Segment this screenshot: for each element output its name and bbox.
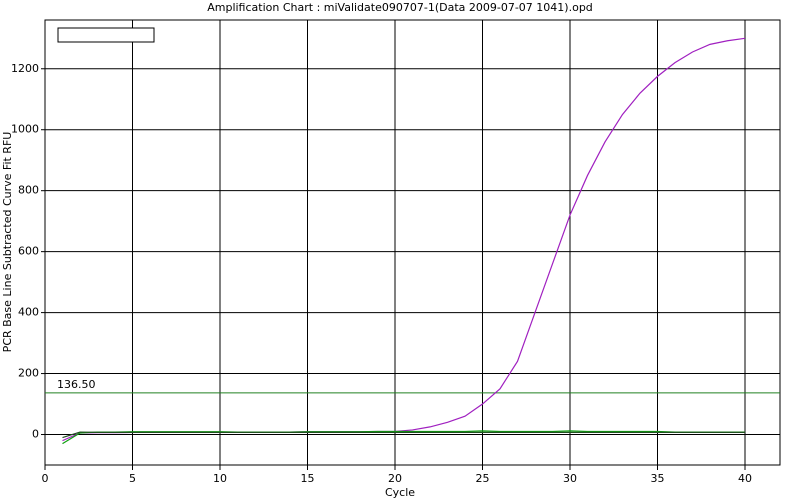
x-tick-label: 5: [129, 472, 136, 485]
x-tick-label: 40: [738, 472, 752, 485]
y-tick-label: 200: [18, 367, 39, 380]
x-tick-label: 0: [42, 472, 49, 485]
y-tick-label: 600: [18, 245, 39, 258]
y-tick-label: 1000: [11, 123, 39, 136]
x-axis-label: Cycle: [385, 486, 415, 499]
x-tick-label: 35: [651, 472, 665, 485]
legend-box: [57, 27, 155, 43]
x-tick-label: 15: [301, 472, 315, 485]
series-line: [62, 431, 745, 439]
x-tick-label: 30: [563, 472, 577, 485]
x-tick-label: 20: [388, 472, 402, 485]
threshold-label: 136.50: [57, 378, 96, 391]
y-tick-label: 1200: [11, 62, 39, 75]
y-tick-label: 400: [18, 306, 39, 319]
chart-title: Amplification Chart : miValidate090707-1…: [207, 1, 593, 14]
y-tick-label: 0: [32, 428, 39, 441]
series-line: [62, 430, 745, 445]
x-tick-label: 25: [476, 472, 490, 485]
y-axis-label: PCR Base Line Subtracted Curve Fit RFU: [1, 132, 14, 353]
x-tick-label: 10: [213, 472, 227, 485]
y-tick-label: 800: [18, 184, 39, 197]
